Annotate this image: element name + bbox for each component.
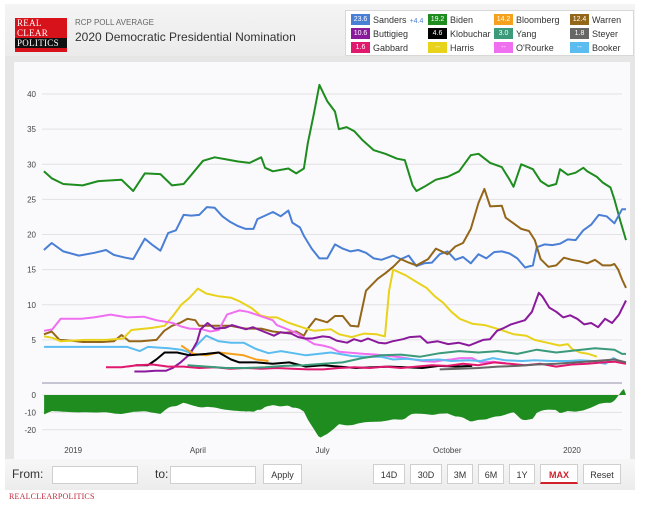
legend-item[interactable]: 4.6 Klobuchar [428, 28, 491, 40]
logo-line-2: CLEAR [17, 28, 49, 38]
legend-name: Klobuchar [450, 29, 491, 39]
legend-item[interactable]: 23.6 Sanders +4.4 [351, 14, 423, 26]
legend-name: Sanders [373, 15, 407, 25]
series-line-buttigieg [134, 291, 627, 373]
spread-y-tick-label: -10 [24, 408, 36, 417]
legend: 23.6 Sanders +4.4 19.2 Biden 14.2 Bloomberg 12.… [345, 10, 634, 56]
legend-name: Bloomberg [516, 15, 560, 25]
header: REAL CLEAR POLITICS RCP POLL AVERAGE 202… [5, 4, 635, 56]
range-button-max[interactable]: MAX [540, 464, 578, 484]
legend-name: Harris [450, 43, 474, 53]
legend-value-badge: 23.6 [351, 14, 370, 25]
y-tick-label: 10 [27, 301, 36, 310]
series-line-steyer [439, 358, 627, 371]
spread-y-tick-label: -20 [24, 426, 36, 435]
legend-name: Biden [450, 15, 474, 25]
y-tick-label: 20 [27, 231, 36, 240]
x-tick-label: 2019 [64, 446, 82, 455]
legend-value-badge: 1.8 [570, 28, 589, 39]
legend-change: +4.4 [409, 18, 424, 25]
y-tick-label: 30 [27, 160, 36, 169]
logo-line-3: POLITICS [15, 38, 67, 48]
range-button-6m[interactable]: 6M [478, 464, 504, 484]
legend-item[interactable]: 10.6 Buttigieg [351, 28, 408, 40]
range-button-reset[interactable]: Reset [583, 464, 621, 484]
legend-name: O'Rourke [516, 43, 554, 53]
range-button-3m[interactable]: 3M [447, 464, 473, 484]
legend-item[interactable]: -- O'Rourke [494, 42, 554, 54]
range-button-1y[interactable]: 1Y [509, 464, 535, 484]
legend-item[interactable]: 12.4 Warren [570, 14, 621, 26]
legend-name: Buttigieg [373, 29, 409, 39]
x-tick-label: 2020 [563, 446, 581, 455]
legend-value-badge: 3.0 [494, 28, 513, 39]
y-tick-label: 25 [27, 195, 36, 204]
legend-value-badge: 1.6 [351, 42, 370, 53]
legend-name: Warren [592, 15, 622, 25]
range-button-14d[interactable]: 14D [373, 464, 405, 484]
legend-name: Steyer [592, 29, 619, 39]
legend-item[interactable]: -- Harris [428, 42, 474, 54]
legend-value-badge: 14.2 [494, 14, 513, 25]
legend-item[interactable]: 14.2 Bloomberg [494, 14, 560, 26]
spread-y-tick-label: 0 [32, 391, 37, 400]
to-date-input[interactable] [170, 466, 256, 484]
legend-item[interactable]: -- Booker [570, 42, 621, 54]
logo-line-1: REAL [17, 18, 42, 28]
legend-value-badge: -- [494, 42, 513, 53]
legend-value-badge: 12.4 [570, 14, 589, 25]
series-line-yang [187, 347, 626, 369]
x-tick-label: October [433, 446, 462, 455]
plot-area[interactable]: 5 10 15 20 25 30 35 40 0 -10 -20 2019 April July Octob… [14, 62, 630, 459]
chart-subtitle: RCP POLL AVERAGE [75, 18, 154, 27]
legend-value-badge: 19.2 [428, 14, 447, 25]
legend-value-badge: 4.6 [428, 28, 447, 39]
date-range-controls: From: to: Apply 14D 30D 3M 6M 1Y MAX Reset [5, 459, 635, 490]
legend-name: Booker [592, 43, 621, 53]
line-chart[interactable]: 5 10 15 20 25 30 35 40 0 -10 -20 2019 April July Octob… [14, 62, 630, 459]
legend-value-badge: -- [428, 42, 447, 53]
x-tick-label: July [315, 446, 329, 455]
y-tick-label: 40 [27, 90, 36, 99]
series-line-warren [43, 187, 627, 343]
series-line-sanders [43, 206, 626, 269]
from-label: From: [12, 467, 44, 481]
footer-brand[interactable]: REALCLEARPOLITICS [9, 492, 95, 501]
widget-frame: REAL CLEAR POLITICS RCP POLL AVERAGE 202… [5, 4, 635, 501]
legend-item[interactable]: 1.6 Gabbard [351, 42, 408, 54]
y-tick-label: 15 [27, 266, 36, 275]
legend-name: Yang [516, 29, 537, 39]
y-tick-label: 35 [27, 125, 36, 134]
from-date-input[interactable] [52, 466, 138, 484]
series-line-harris [43, 268, 598, 358]
legend-name: Gabbard [373, 43, 409, 53]
series-line-booker [44, 334, 623, 365]
series-line-biden [43, 83, 627, 241]
series-line-gabbard [106, 360, 627, 371]
legend-item[interactable]: 3.0 Yang [494, 28, 536, 40]
legend-item[interactable]: 19.2 Biden [428, 14, 473, 26]
x-tick-label: April [190, 446, 206, 455]
to-label: to: [155, 467, 169, 481]
y-tick-label: 5 [32, 336, 37, 345]
range-button-30d[interactable]: 30D [410, 464, 442, 484]
chart-title: 2020 Democratic Presidential Nomination [75, 30, 296, 44]
series-line-orourke [43, 309, 506, 365]
apply-button[interactable]: Apply [263, 464, 302, 484]
legend-value-badge: -- [570, 42, 589, 53]
legend-value-badge: 10.6 [351, 28, 370, 39]
spread-area [44, 389, 627, 438]
rcp-logo[interactable]: REAL CLEAR POLITICS [15, 18, 67, 52]
legend-item[interactable]: 1.8 Steyer [570, 28, 618, 40]
